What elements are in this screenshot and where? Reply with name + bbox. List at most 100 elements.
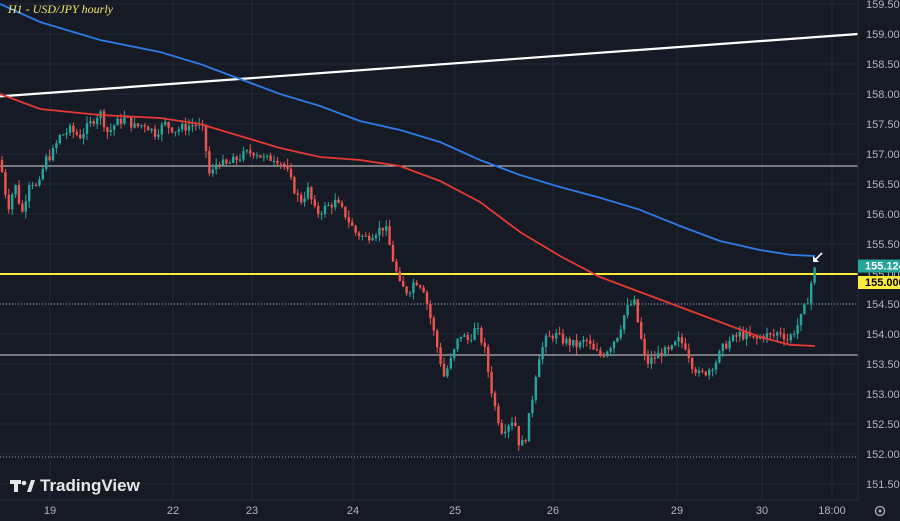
candle-body <box>626 304 629 316</box>
candle-body <box>561 333 565 344</box>
candle-body <box>242 151 245 160</box>
candle-body <box>643 338 646 355</box>
candle-body <box>694 369 697 374</box>
candle-body <box>126 116 129 118</box>
candle-body <box>510 422 514 426</box>
candle-body <box>232 156 235 163</box>
candle-body <box>211 169 214 174</box>
candle-body <box>534 377 537 400</box>
time-tick-label: 23 <box>246 505 258 517</box>
candle-body <box>320 213 323 215</box>
candle-body <box>92 121 95 125</box>
candle-body <box>238 159 242 161</box>
time-tick-label: 30 <box>756 505 768 517</box>
candle-body <box>446 368 449 377</box>
moving-averages <box>0 3 816 347</box>
candle-body <box>470 339 473 341</box>
candle-body <box>538 359 541 378</box>
candle-body <box>194 125 197 127</box>
candle-body <box>269 155 272 161</box>
price-axis[interactable]: 159.500 159.000 158.500 158.000 157.500 157.0… <box>857 0 900 521</box>
candle-body <box>184 123 187 131</box>
candle-body <box>286 165 289 169</box>
candle-body <box>769 333 772 335</box>
candle-body <box>55 143 58 149</box>
candle-body <box>259 155 262 158</box>
candle-body <box>680 337 684 344</box>
candle-body <box>323 205 327 214</box>
price-tick-label: 159.500 <box>866 0 900 11</box>
candle-body <box>585 339 588 341</box>
settings-icon[interactable] <box>874 505 886 517</box>
candle-body <box>663 347 667 357</box>
candle-body <box>225 159 228 164</box>
candle-body <box>79 134 82 139</box>
time-tick-label: 18:00 <box>818 505 846 517</box>
candle-body <box>351 222 354 226</box>
candle-body <box>636 299 639 323</box>
candle-body <box>123 116 126 124</box>
candle-body <box>177 129 180 132</box>
candle-body <box>28 185 31 202</box>
candle-body <box>493 393 497 407</box>
tradingview-logo: TradingView <box>10 476 140 496</box>
time-tick-label: 29 <box>671 505 683 517</box>
candle-body <box>500 423 503 434</box>
price-tick-label: 154.500 <box>866 299 900 311</box>
time-axis[interactable]: 19 22 23 24 25 26 29 30 18:00 <box>0 499 900 521</box>
candle-body <box>7 194 10 210</box>
candle-body <box>592 343 595 350</box>
candle-body <box>327 204 330 206</box>
candle-body <box>548 335 551 337</box>
candle-body <box>293 177 296 194</box>
candle-body <box>708 369 711 376</box>
candle-body <box>306 187 310 199</box>
candle-body <box>249 150 252 154</box>
candle-body <box>347 217 350 223</box>
candle-body <box>167 122 170 128</box>
candle-body <box>793 333 796 335</box>
candle-body <box>368 235 371 241</box>
candle-body <box>524 440 527 442</box>
candle-body <box>718 351 721 363</box>
candle-body <box>0 160 4 173</box>
candle-body <box>463 335 466 337</box>
candle-body <box>58 134 61 144</box>
candle-body <box>283 163 286 166</box>
candle-body <box>578 342 582 348</box>
candle-body <box>701 370 704 372</box>
candle-body <box>684 343 687 350</box>
candle-body <box>779 332 782 334</box>
support-price-label: 155.000 <box>865 277 900 289</box>
candle-body <box>514 422 517 426</box>
candle-body <box>660 352 663 357</box>
candle-body <box>235 156 238 161</box>
candle-body <box>602 354 605 357</box>
time-axis-background <box>0 500 900 521</box>
candle-body <box>174 131 177 133</box>
candle-body <box>208 151 211 174</box>
candle-body <box>483 342 486 347</box>
candle-body <box>340 202 344 207</box>
candle-body <box>725 343 728 349</box>
candle-body <box>555 333 558 339</box>
arrow-head <box>813 256 819 262</box>
candle-body <box>429 303 432 319</box>
candle-body <box>735 335 738 337</box>
candle-body <box>408 292 412 294</box>
candle-body <box>354 225 357 233</box>
candle-body <box>551 335 554 339</box>
candle-body <box>704 371 707 376</box>
candle-body <box>650 357 653 364</box>
candle-body <box>252 153 255 156</box>
candle-body <box>119 118 123 124</box>
candle-body <box>568 338 571 346</box>
candle-body <box>653 357 656 359</box>
candle-body <box>14 185 17 195</box>
time-tick-label: 19 <box>44 505 56 517</box>
candle-body <box>310 187 313 200</box>
candle-body <box>674 341 677 346</box>
candle-body <box>300 194 303 203</box>
support-price-label-bg <box>858 276 900 289</box>
